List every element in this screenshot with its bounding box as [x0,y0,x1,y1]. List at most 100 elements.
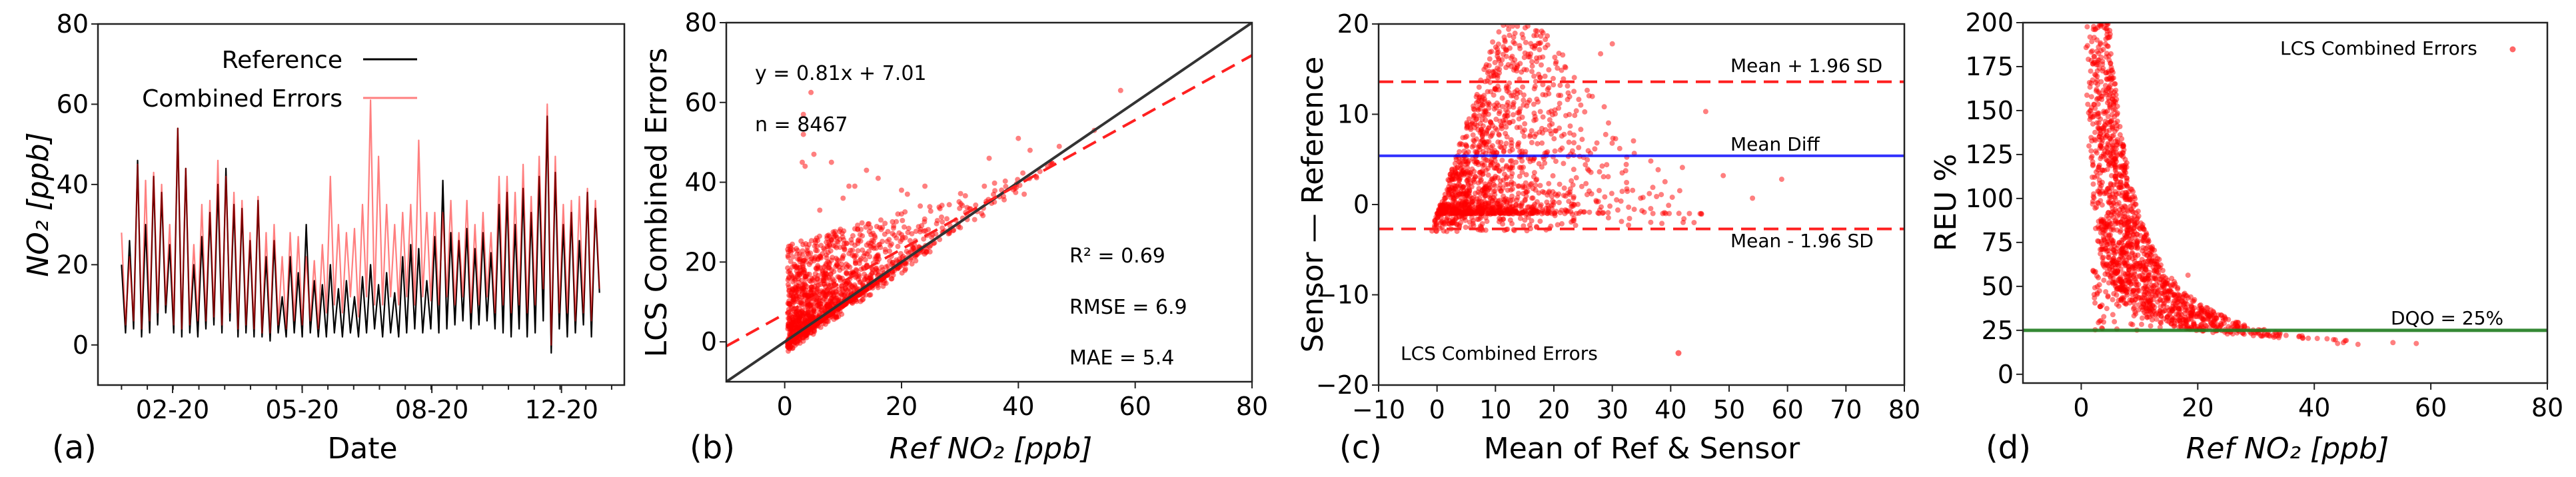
x-tick-label: 40 [1654,395,1686,424]
scatter-point [2166,294,2172,300]
scatter-point [1525,209,1531,215]
scatter-point [879,264,885,270]
scatter-point [1537,75,1543,81]
y-tick-label: 50 [1982,272,2014,301]
scatter-point [2109,173,2114,179]
scatter-point [1624,180,1630,185]
scatter-point [1449,176,1455,182]
scatter-point [1489,177,1495,183]
scatter-point [918,203,924,209]
scatter-point [1537,55,1543,61]
scatter-point [2104,145,2110,151]
scatter-point [1567,123,1573,129]
scatter-point [2095,61,2101,67]
scatter-point [1614,197,1620,203]
scatter-point [2102,90,2108,96]
scatter-point [1509,158,1515,164]
scatter-point [1662,211,1668,217]
scatter-point [789,327,795,333]
scatter-point [849,283,855,289]
scatter-point [1537,203,1543,209]
scatter-point [880,238,886,244]
scatter-point [2186,306,2191,312]
scatter-point [2139,256,2145,262]
scatter-point [1515,211,1521,217]
scatter-point [1452,175,1458,181]
scatter-point [1522,15,1527,20]
scatter-point [860,264,866,270]
scatter-point [1495,41,1501,47]
scatter-point [1003,183,1009,189]
scatter-point [874,224,880,229]
panel-b-scatter: LCS Combined Errors Ref NO₂ [ppb] (b) y … [640,8,1268,466]
scatter-point [2155,256,2160,261]
scatter-point [2165,277,2171,283]
scatter-point [1468,171,1474,177]
scatter-point [2130,189,2136,195]
scatter-point [867,254,873,260]
scatter-point [2112,196,2118,202]
scatter-point [2099,246,2105,252]
scatter-point [2088,68,2094,74]
scatter-point [2105,114,2111,119]
scatter-marks [2023,23,2547,347]
scatter-point [2105,248,2111,254]
scatter-point [1489,157,1495,163]
scatter-point [2106,280,2112,286]
x-tick-label: 40 [2298,393,2330,422]
scatter-point [2154,290,2160,296]
scatter-point [2092,300,2098,306]
scatter-point [802,163,808,169]
scatter-point [2134,285,2140,291]
scatter-point [2110,143,2116,149]
scatter-point [1658,192,1664,198]
scatter-point [840,195,846,201]
scatter-point [1492,86,1498,92]
scatter-point [862,250,868,256]
scatter-point [1648,219,1654,225]
scatter-point [834,261,840,267]
scatter-point [830,288,836,294]
scatter-point [2170,300,2176,306]
scatter-point [2218,320,2224,326]
scatter-point [1477,199,1483,205]
scatter-point [1469,144,1475,150]
y-tick-label: 0 [1353,190,1369,219]
scatter-point [1506,27,1512,32]
scatter-point [2115,139,2121,145]
scatter-point [1681,216,1687,222]
scatter-point [1546,67,1552,73]
scatter-point [1491,106,1497,112]
scatter-point [1585,166,1591,172]
scatter-point [844,269,850,275]
scatter-point [2242,323,2248,329]
scatter-point [1535,99,1541,105]
scatter-point [800,159,805,165]
scatter-point [1443,221,1449,227]
scatter-point [882,246,888,252]
series-line-combined-errors [121,99,600,346]
legend-label-combined-errors: Combined Errors [142,85,342,113]
sample-count: n = 8467 [755,113,848,137]
scatter-point [1503,0,1509,3]
plot-frame [2022,21,2549,384]
scatter-point [792,263,798,269]
scatter-point [1631,207,1637,213]
scatter-point [2185,272,2191,278]
scatter-point [1453,211,1459,217]
scatter-point [2112,244,2118,249]
scatter-point [2098,79,2104,85]
y-axis-label: LCS Combined Errors [640,48,674,358]
scatter-point [2124,258,2129,264]
scatter-point [2196,310,2202,316]
scatter-point [1528,51,1534,57]
scatter-point [796,321,802,327]
scatter-point [1544,199,1550,205]
scatter-point [2132,254,2138,260]
scatter-point [900,218,906,223]
scatter-point [1517,173,1523,179]
scatter-point [1529,59,1535,65]
scatter-point [1501,171,1507,177]
scatter-point [2168,288,2174,294]
scatter-point [1521,191,1527,197]
